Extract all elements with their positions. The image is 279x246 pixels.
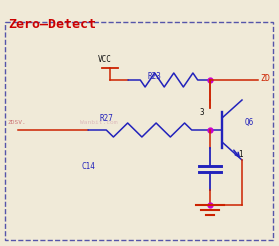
Text: Q6: Q6	[245, 118, 254, 127]
Text: VCC: VCC	[98, 55, 112, 64]
Text: ZDSV.: ZDSV.	[8, 120, 27, 125]
Text: 3: 3	[200, 108, 205, 117]
Text: R27: R27	[100, 114, 114, 123]
Text: Zero—Detect: Zero—Detect	[8, 18, 96, 31]
Text: 1: 1	[238, 150, 243, 159]
Text: C14: C14	[82, 162, 96, 171]
Text: ZD: ZD	[260, 74, 270, 83]
Bar	[5, 22, 273, 240]
Text: R23: R23	[148, 72, 162, 81]
Text: Wanbit.com: Wanbit.com	[80, 120, 117, 125]
